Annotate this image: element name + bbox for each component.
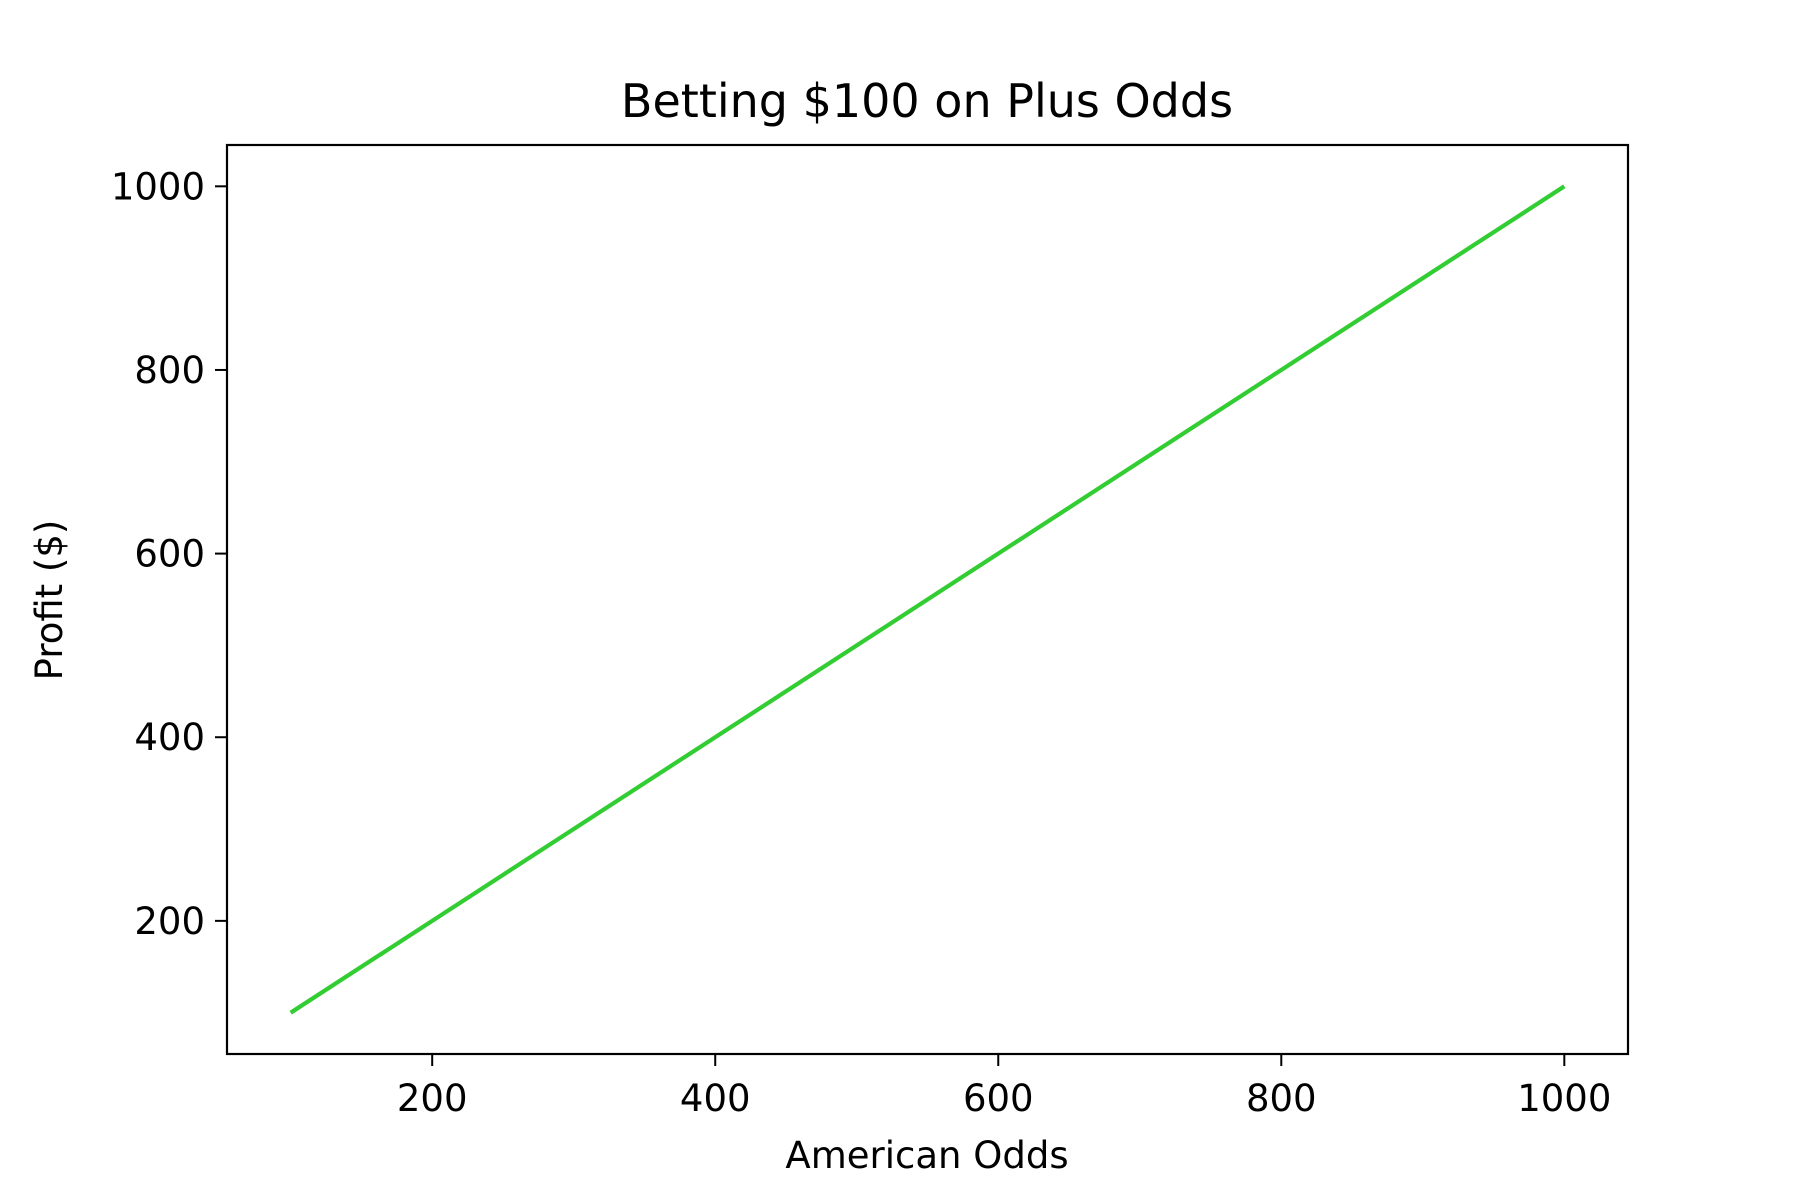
- plot-frame: [225, 143, 1630, 1056]
- x-tick-label: 800: [1246, 1077, 1317, 1120]
- y-axis: 200 400 600 800 1000: [111, 165, 227, 943]
- y-tick-label: 800: [134, 349, 205, 392]
- series-line-0: [289, 184, 1566, 1015]
- x-tick-label: 1000: [1517, 1077, 1611, 1120]
- y-tick-label: 600: [134, 533, 205, 576]
- y-tick-label: 400: [134, 716, 205, 759]
- x-tick-label: 600: [963, 1077, 1034, 1120]
- plot-area: [225, 143, 1630, 1056]
- x-axis-label: American Odds: [785, 1134, 1068, 1177]
- x-tick-label: 400: [680, 1077, 751, 1120]
- y-axis-label: Profit ($): [28, 520, 71, 681]
- x-tick-label: 200: [397, 1077, 468, 1120]
- x-axis: 200 400 600 800 1000: [397, 1054, 1611, 1120]
- chart-title: Betting $100 on Plus Odds: [621, 74, 1233, 128]
- y-tick-label: 200: [134, 900, 205, 943]
- y-tick-label: 1000: [111, 165, 205, 208]
